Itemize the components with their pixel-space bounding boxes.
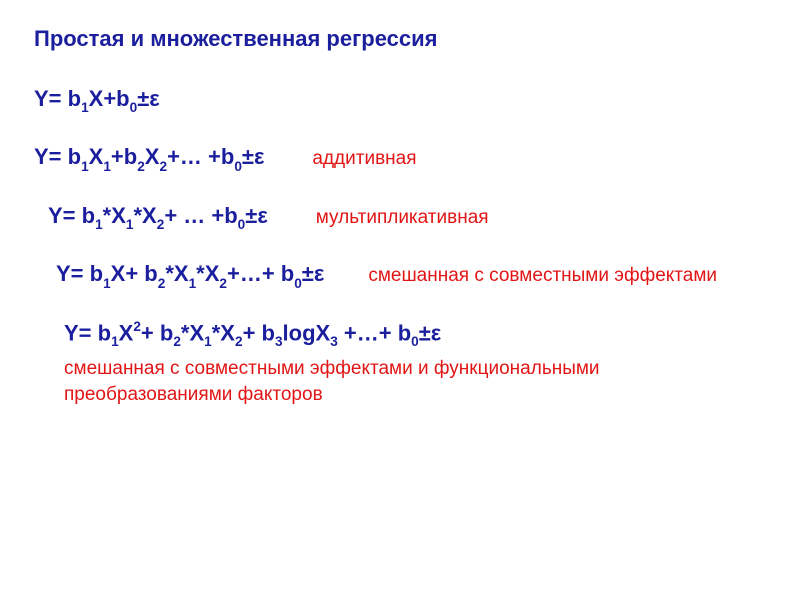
formula-row-3: Y= b1*X1*X2+ … +b0±ε мультипликативная [34,203,766,231]
formula-row-2: Y= b1X1+b2X2+… +b0±ε аддитивная [34,144,766,172]
formula-row-1: Y= b1X+b0±ε [34,86,766,114]
formula-block-5: Y= b1X2+ b2*X1*X2+ b3logX3 +…+ b0±ε смеш… [34,320,766,408]
label-2: аддитивная [312,148,416,170]
formula-3: Y= b1*X1*X2+ … +b0±ε [48,203,268,231]
label-3: мультипликативная [316,207,489,229]
formula-5: Y= b1X2+ b2*X1*X2+ b3logX3 +…+ b0±ε [64,320,766,349]
label-5: смешанная с совместными эффектами и функ… [64,356,766,407]
formula-4: Y= b1X+ b2*X1*X2+…+ b0±ε [56,261,324,289]
slide: Простая и множественная регрессия Y= b1X… [0,0,800,600]
formula-row-4: Y= b1X+ b2*X1*X2+…+ b0±ε смешанная с сов… [34,261,766,289]
slide-title: Простая и множественная регрессия [34,26,766,52]
label-4: смешанная с совместными эффектами [368,265,717,287]
formula-2: Y= b1X1+b2X2+… +b0±ε [34,144,264,172]
formula-1: Y= b1X+b0±ε [34,86,160,114]
